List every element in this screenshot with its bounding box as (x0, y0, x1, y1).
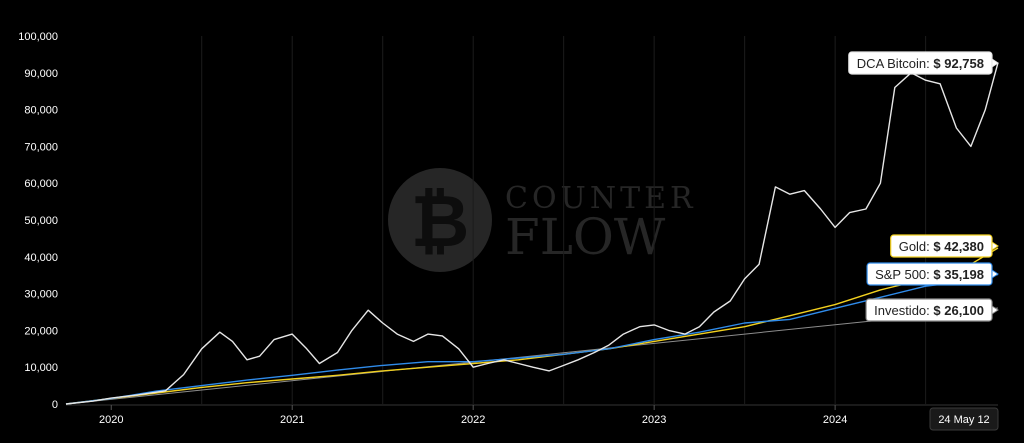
y-tick-label: 10,000 (24, 362, 58, 374)
tooltip-gold: Gold: $ 42,380 (890, 234, 999, 258)
grid-lines (201, 36, 927, 404)
y-tick-label: 60,000 (24, 178, 58, 190)
watermark-line2: FLOW (505, 208, 666, 266)
x-axis: 2020 2021 2022 2023 2024 (66, 404, 998, 426)
y-tick-label: 90,000 (24, 68, 58, 80)
watermark-line1: COUNTER (505, 181, 697, 216)
x-tick-label: 2020 (99, 414, 123, 426)
y-tick-label: 70,000 (24, 141, 58, 153)
series-line-investido (65, 307, 999, 405)
tooltip-value: $ 35,198 (933, 267, 984, 282)
tooltip-label: S&P 500: (875, 267, 933, 282)
tooltip-label: Gold: (899, 239, 934, 254)
tooltip-pointer (991, 241, 999, 251)
tooltip-dca_bitcoin: DCA Bitcoin: $ 92,758 (848, 51, 999, 75)
tooltip-value: $ 42,380 (933, 239, 984, 254)
y-tick-label: 0 (52, 399, 58, 411)
bitcoin-icon-glyph: ₿ (411, 179, 470, 263)
y-tick-label: 30,000 (24, 289, 58, 301)
y-axis: 0 10,000 20,000 30,000 40,000 50,000 60,000 70,… (18, 31, 58, 411)
tooltip-text: S&P 500: $ 35,198 (875, 267, 984, 282)
tooltip-pointer (991, 58, 999, 68)
y-tick-label: 20,000 (24, 325, 58, 337)
watermark: ₿ COUNTER FLOW (388, 168, 697, 272)
x-tick-label: 2024 (823, 414, 847, 426)
y-tick-label: 100,000 (18, 31, 58, 43)
tooltip-label: DCA Bitcoin: (857, 56, 934, 71)
x-tick-label: 2022 (461, 414, 485, 426)
tooltip-value: $ 92,758 (933, 56, 984, 71)
tooltip-text: Gold: $ 42,380 (899, 239, 984, 254)
series-line-dca_bitcoin (65, 62, 999, 405)
series-lines (65, 62, 999, 405)
crosshair-date-box (929, 407, 999, 431)
tooltip-investido: Investido: $ 26,100 (865, 298, 999, 322)
tooltip-label: Investido: (874, 303, 933, 318)
x-tick-label: 2023 (642, 414, 666, 426)
x-tick-label: 2021 (280, 414, 304, 426)
crosshair-date-label: 24 May 12 (929, 407, 999, 431)
crosshair-date-text: 24 May 12 (938, 414, 989, 426)
tooltip-text: Investido: $ 26,100 (874, 303, 984, 318)
tooltip-pointer (991, 305, 999, 315)
tooltip-sp500: S&P 500: $ 35,198 (866, 262, 999, 286)
series-line-sp500 (65, 273, 999, 405)
tooltip-text: DCA Bitcoin: $ 92,758 (857, 56, 984, 71)
bitcoin-icon (388, 168, 492, 272)
tooltip-pointer (991, 269, 999, 279)
y-tick-label: 50,000 (24, 215, 58, 227)
tooltip-value: $ 26,100 (933, 303, 984, 318)
series-line-gold (65, 247, 999, 405)
y-tick-label: 80,000 (24, 105, 58, 117)
y-tick-label: 40,000 (24, 252, 58, 264)
